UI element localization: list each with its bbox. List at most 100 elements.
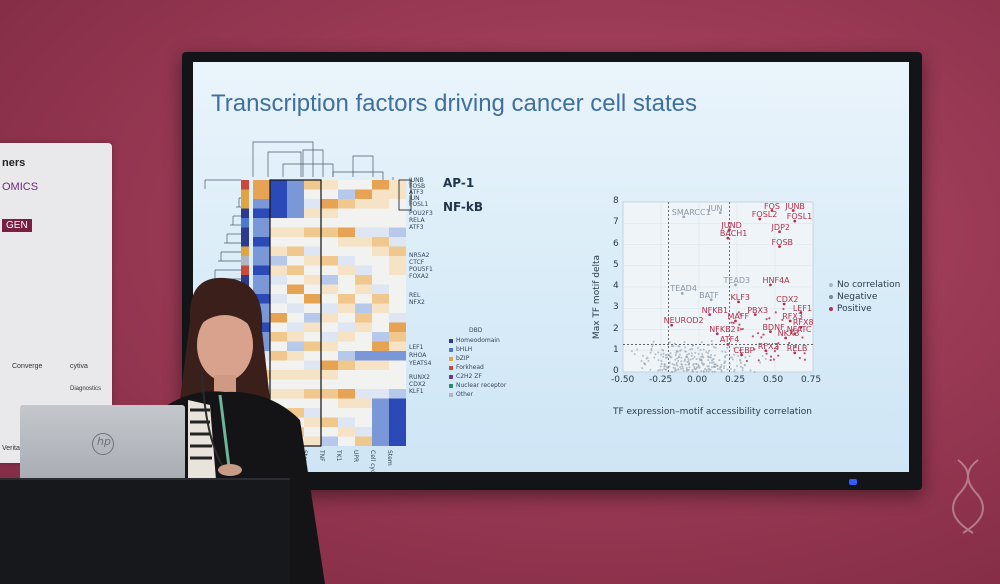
scatter-point [683, 341, 686, 344]
scatter-point [636, 348, 639, 351]
heatmap-cell [338, 208, 355, 218]
scatter-point [687, 363, 690, 366]
scatter-point [719, 366, 722, 369]
heatmap-cell [372, 208, 389, 218]
heatmap-cell [355, 265, 372, 275]
scatter-point-positive [751, 335, 755, 338]
heatmap-cell [338, 417, 355, 427]
dbd-legend-item: C2H2 ZF [449, 373, 482, 380]
scatter-point [712, 361, 715, 364]
heatmap-cell [355, 180, 372, 190]
scatter-point [673, 370, 676, 373]
heatmap-cell [372, 294, 389, 304]
legend-dot [829, 306, 833, 311]
heatmap-cell [372, 256, 389, 266]
scatter-point [633, 353, 636, 356]
y-tick-label: 0 [613, 366, 619, 376]
heatmap-cell [321, 227, 338, 237]
heatmap-cell [372, 360, 389, 370]
heatmap-cell [321, 322, 338, 332]
heatmap-cell [372, 332, 389, 342]
dbd-legend-title: DBD [469, 327, 483, 334]
scatter-point-positive [794, 345, 797, 348]
labeled-point [799, 325, 803, 329]
scatter-point [660, 360, 663, 363]
labeled-point [726, 236, 730, 240]
legend-swatch [449, 365, 453, 370]
scatter-point [696, 366, 699, 369]
scatter-point [674, 367, 677, 370]
heatmap-cell [338, 265, 355, 275]
heatmap-cell [372, 237, 389, 247]
scatter-point [702, 370, 705, 373]
scatter-point [649, 351, 652, 354]
scatter-point [707, 370, 710, 373]
heatmap-cell [270, 284, 287, 294]
scatter-point [713, 370, 716, 373]
heatmap-cell [253, 294, 270, 304]
heatmap-cell [321, 332, 338, 342]
scatter-point [674, 368, 677, 371]
scatter-point-positive [768, 317, 771, 320]
scatter-point [668, 365, 671, 368]
scatter-point [720, 364, 723, 367]
heatmap-cell [321, 199, 338, 209]
heatmap-row-label: ATF3 [409, 189, 424, 196]
heatmap-cell [287, 370, 304, 380]
scatter-point [697, 352, 700, 355]
scatter-point [705, 351, 708, 354]
scatter-point-label: RFX8 [792, 318, 814, 328]
heatmap-cell [321, 303, 338, 313]
heatmap-cell [355, 351, 372, 361]
scatter-point [684, 350, 687, 353]
labeled-point [791, 209, 795, 212]
scatter-point-label: NFKB2 [709, 324, 736, 334]
labeled-point [778, 245, 781, 249]
scatter-point [724, 360, 727, 363]
scatter-point [729, 356, 732, 359]
heatmap-cell [355, 189, 372, 199]
scatter-point-positive [730, 321, 733, 324]
banner-logo-diagnostics: Diagnostics [70, 386, 102, 392]
scatter-point [718, 359, 721, 362]
heatmap-cell [389, 389, 406, 399]
scatter-point [723, 355, 726, 358]
scatter-point [707, 367, 710, 370]
heatmap-cell [389, 189, 406, 199]
heatmap-cell [287, 284, 304, 294]
heatmap-cell [253, 180, 270, 190]
scatter-point [687, 359, 690, 362]
heatmap-cell [304, 427, 321, 437]
ap1-bracket [398, 179, 412, 211]
heatmap-cell [355, 227, 372, 237]
scatter-point [733, 353, 736, 356]
scatter-point-positive [788, 341, 791, 345]
scatter-point [723, 362, 726, 365]
legend-swatch [449, 347, 453, 352]
heatmap-cell [372, 341, 389, 351]
labeled-point [793, 219, 797, 223]
scatter-point [680, 367, 683, 370]
heatmap-cell [389, 199, 406, 209]
y-tick-label: 7 [613, 217, 619, 228]
heatmap-cell [287, 208, 304, 218]
scatter-point [693, 366, 696, 369]
heatmap-cell [389, 436, 406, 446]
scatter-point [739, 361, 742, 364]
scatter-point-positive [732, 321, 735, 325]
scatter-point-label: JUN [708, 203, 723, 213]
scatter-point-positive [737, 326, 740, 329]
scatter-point [705, 370, 708, 373]
scatter-point [698, 357, 701, 360]
heatmap-cell [321, 208, 338, 218]
heatmap-cell [321, 180, 338, 190]
labeled-point [715, 332, 719, 336]
scatter-point [677, 355, 680, 358]
scatter-point-label: JDP2 [771, 222, 790, 232]
heatmap-cell [287, 398, 304, 408]
labeled-point [734, 283, 737, 287]
heatmap-cell [253, 256, 270, 266]
scatter-point-positive [772, 358, 776, 361]
dbd-annotation-cell [241, 265, 249, 275]
heatmap-cell [253, 303, 270, 313]
